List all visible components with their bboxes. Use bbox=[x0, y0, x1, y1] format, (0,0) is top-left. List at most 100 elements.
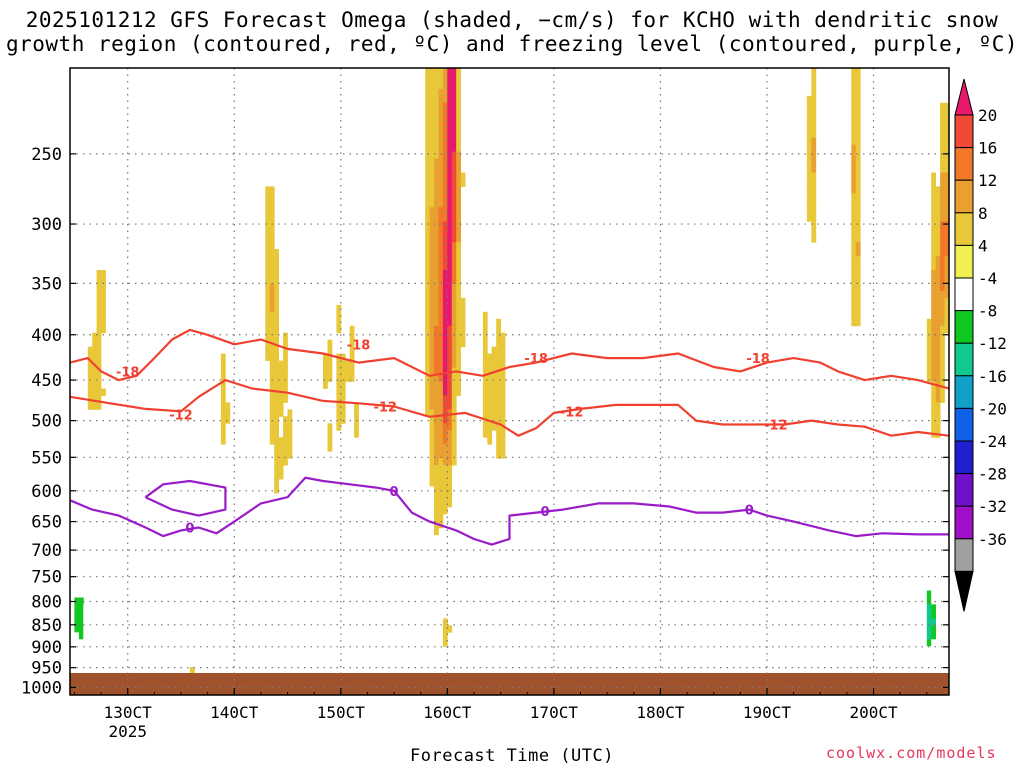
omega-cell bbox=[438, 374, 444, 382]
omega-cell bbox=[434, 318, 439, 327]
omega-cell bbox=[429, 172, 435, 180]
omega-cell bbox=[456, 297, 461, 306]
omega-cell bbox=[931, 249, 936, 257]
omega-cell bbox=[283, 458, 288, 466]
omega-cell bbox=[220, 381, 226, 389]
omega-cell bbox=[451, 249, 457, 257]
omega-cell bbox=[806, 207, 812, 215]
omega-cell bbox=[851, 207, 857, 215]
omega-cell bbox=[434, 221, 439, 229]
omega-cell bbox=[92, 625, 97, 633]
omega-cell bbox=[811, 109, 817, 118]
omega-cell bbox=[482, 402, 488, 410]
omega-cell bbox=[784, 200, 790, 208]
omega-cell bbox=[269, 297, 275, 306]
omega-cell bbox=[87, 639, 93, 647]
omega-cell bbox=[855, 158, 861, 166]
omega-cell bbox=[482, 311, 488, 320]
omega-cell bbox=[922, 590, 928, 598]
omega-cell bbox=[442, 158, 448, 166]
omega-cell bbox=[944, 214, 949, 222]
omega-cell bbox=[806, 200, 812, 208]
omega-cell bbox=[425, 325, 430, 334]
omega-cell bbox=[274, 367, 279, 375]
omega-cell bbox=[940, 221, 945, 229]
omega-cell bbox=[74, 611, 80, 619]
omega-cell bbox=[447, 130, 453, 139]
omega-cell bbox=[784, 256, 790, 264]
omega-cell bbox=[944, 109, 949, 118]
omega-cell bbox=[496, 381, 501, 389]
omega-cell bbox=[438, 200, 444, 208]
omega-cell bbox=[922, 548, 928, 557]
omega-cell bbox=[931, 221, 936, 229]
omega-cell bbox=[340, 402, 346, 410]
omega-cell bbox=[429, 290, 435, 299]
omega-cell bbox=[811, 165, 817, 173]
omega-cell bbox=[96, 304, 102, 313]
omega-cell bbox=[442, 68, 448, 76]
omega-cell bbox=[429, 137, 435, 146]
omega-cell bbox=[456, 374, 461, 382]
omega-cell bbox=[456, 158, 461, 166]
omega-cell bbox=[429, 186, 435, 194]
omega-cell bbox=[926, 646, 932, 654]
omega-cell bbox=[274, 290, 279, 299]
omega-cell bbox=[425, 304, 430, 313]
omega-cell bbox=[451, 332, 457, 341]
omega-cell bbox=[442, 144, 448, 152]
omega-cell bbox=[784, 221, 790, 229]
omega-cell bbox=[438, 486, 444, 494]
omega-cell bbox=[429, 353, 435, 361]
omega-cell bbox=[806, 165, 812, 173]
omega-cell bbox=[456, 81, 461, 90]
omega-cell bbox=[438, 88, 444, 97]
omega-cell bbox=[451, 193, 457, 201]
omega-cell bbox=[283, 395, 288, 403]
credit-link[interactable]: coolwx.com/models bbox=[826, 744, 997, 762]
omega-cell bbox=[456, 186, 461, 194]
omega-cell bbox=[265, 228, 271, 236]
omega-cell bbox=[429, 116, 435, 125]
omega-cell bbox=[447, 493, 453, 501]
omega-cell bbox=[811, 137, 817, 146]
omega-cell bbox=[447, 444, 453, 452]
omega-cell bbox=[940, 130, 945, 139]
omega-cell bbox=[434, 409, 439, 417]
colorbar-swatch bbox=[954, 375, 974, 409]
omega-cell bbox=[926, 618, 932, 626]
contour-label: -18 bbox=[746, 352, 770, 367]
omega-cell bbox=[926, 353, 932, 361]
omega-cell bbox=[429, 151, 435, 159]
omega-cell bbox=[940, 179, 945, 187]
omega-cell bbox=[456, 109, 461, 118]
omega-cell bbox=[78, 646, 84, 654]
omega-cell bbox=[687, 290, 692, 299]
omega-cell bbox=[500, 444, 506, 452]
omega-cell bbox=[212, 499, 217, 508]
omega-cell bbox=[944, 130, 949, 139]
omega-cell bbox=[931, 367, 936, 375]
omega-cell bbox=[438, 214, 444, 222]
omega-cell bbox=[265, 318, 271, 327]
omega-cell bbox=[496, 402, 501, 410]
omega-cell bbox=[92, 374, 97, 382]
omega-cell bbox=[500, 339, 506, 348]
colorbar-label: -24 bbox=[978, 432, 1007, 451]
omega-cell bbox=[434, 123, 439, 132]
omega-cell bbox=[784, 235, 790, 243]
omega-cell bbox=[940, 172, 945, 180]
omega-cell bbox=[811, 158, 817, 166]
omega-cell bbox=[278, 437, 284, 445]
omega-cell bbox=[456, 256, 461, 264]
omega-cell bbox=[447, 165, 453, 173]
omega-cell bbox=[274, 263, 279, 271]
omega-cell bbox=[425, 207, 430, 215]
omega-cell bbox=[442, 444, 448, 452]
omega-cell bbox=[922, 632, 928, 640]
omega-cell bbox=[429, 123, 435, 132]
omega-cell bbox=[274, 381, 279, 389]
omega-cell bbox=[434, 339, 439, 348]
omega-cell bbox=[944, 116, 949, 125]
